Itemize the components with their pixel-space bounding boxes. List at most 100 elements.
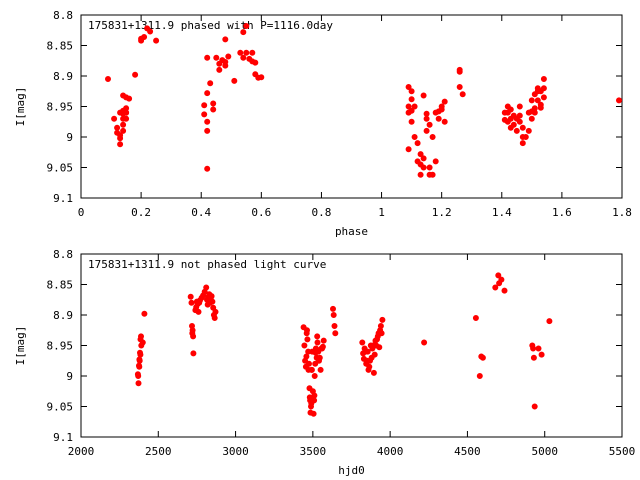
data-point (240, 29, 247, 36)
data-point (537, 101, 544, 108)
data-point (330, 311, 337, 318)
data-point (319, 343, 326, 350)
data-point (495, 272, 502, 279)
y-tick-label: 8.9 (53, 70, 73, 83)
y-tick-label: 9 (66, 370, 73, 383)
data-point (147, 28, 154, 35)
data-point (135, 372, 142, 379)
data-point (204, 165, 211, 172)
data-point (316, 354, 323, 361)
data-point (359, 339, 366, 346)
data-point (135, 380, 142, 387)
data-point (314, 339, 321, 346)
x-tick-label: 3500 (300, 445, 327, 458)
data-point (153, 37, 160, 44)
data-point (105, 76, 112, 83)
data-point (137, 351, 144, 358)
data-point (534, 97, 541, 104)
data-point (222, 36, 229, 43)
data-point (456, 68, 463, 75)
data-point (411, 133, 418, 140)
data-point (252, 59, 259, 66)
data-point (190, 333, 197, 340)
data-point (132, 71, 139, 78)
data-point (519, 140, 526, 147)
data-point (408, 88, 415, 95)
data-point (201, 102, 208, 109)
data-point (314, 333, 321, 340)
data-point (189, 327, 196, 334)
data-point (311, 372, 318, 379)
data-point (364, 348, 371, 355)
data-point (513, 127, 520, 134)
data-point (258, 74, 265, 81)
data-point (441, 118, 448, 125)
data-point (435, 115, 442, 122)
data-point (207, 80, 214, 87)
x-axis-label: hjd0 (338, 464, 365, 477)
data-point (231, 77, 238, 84)
data-point (366, 363, 373, 370)
data-point (522, 133, 529, 140)
y-tick-label: 8.85 (47, 40, 74, 53)
data-point (243, 22, 250, 29)
data-point (528, 97, 535, 104)
data-point (426, 121, 433, 128)
data-point (423, 115, 430, 122)
y-axis-label: I[mag] (14, 326, 27, 366)
data-point (210, 100, 217, 107)
data-point (501, 287, 508, 294)
data-point (456, 84, 463, 91)
x-tick-label: 2000 (68, 445, 95, 458)
data-point (120, 121, 127, 128)
data-point (240, 54, 247, 61)
y-tick-label: 9.05 (47, 401, 74, 414)
data-point (417, 171, 424, 178)
data-point (301, 342, 308, 349)
y-tick-label: 9 (66, 131, 73, 144)
x-tick-label: 5500 (609, 445, 636, 458)
x-tick-label: 0.2 (131, 206, 151, 219)
data-point (136, 363, 143, 370)
data-point (222, 62, 229, 69)
data-point (426, 164, 433, 171)
data-point (114, 124, 121, 131)
data-point (546, 318, 553, 325)
data-point (528, 115, 535, 122)
data-point (137, 333, 144, 340)
data-point (117, 141, 124, 148)
data-point (476, 372, 483, 379)
data-point (516, 103, 523, 110)
data-point (525, 127, 532, 134)
data-point (405, 84, 412, 91)
data-point (123, 109, 130, 116)
data-point (421, 339, 428, 346)
plot-frame (80, 253, 623, 438)
x-axis-label: phase (335, 225, 368, 238)
data-point (190, 350, 197, 357)
x-tick-label: 4000 (377, 445, 404, 458)
data-point (111, 115, 118, 122)
data-point (303, 353, 310, 360)
x-tick-label: 1.2 (432, 206, 452, 219)
data-point (408, 96, 415, 103)
data-point (213, 54, 220, 61)
data-point (616, 97, 623, 104)
y-tick-label: 8.8 (53, 248, 73, 261)
data-point (423, 110, 430, 117)
x-tick-label: 1.8 (612, 206, 632, 219)
data-point (243, 49, 250, 56)
data-point (441, 98, 448, 105)
data-point (237, 49, 244, 56)
data-point (420, 164, 427, 171)
data-point (377, 322, 384, 329)
data-point (510, 121, 517, 128)
data-point (432, 158, 439, 165)
data-point (216, 66, 223, 73)
data-point (531, 109, 538, 116)
data-point (204, 54, 211, 61)
data-point (188, 299, 195, 306)
data-point (540, 85, 547, 92)
data-point (459, 91, 466, 98)
